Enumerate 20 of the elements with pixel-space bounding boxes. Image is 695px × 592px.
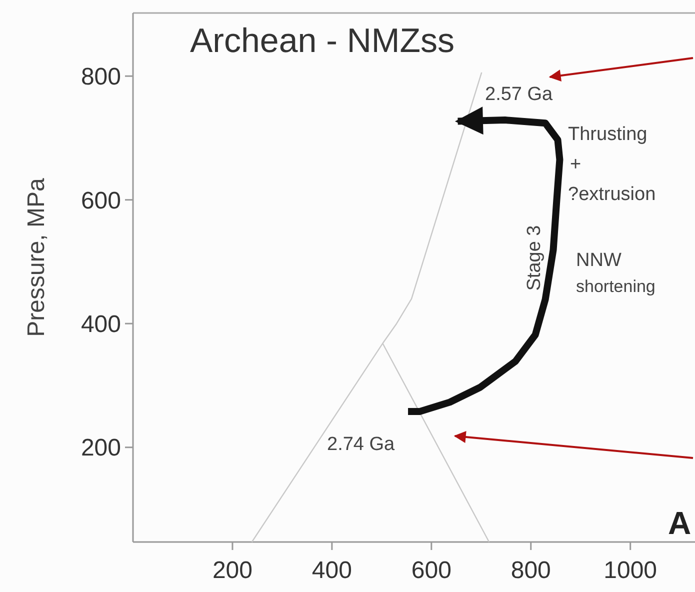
annotation: Stage 3	[524, 225, 545, 291]
chart-title: Archean - NMZss	[190, 22, 454, 60]
y-axis-title: Pressure, MPa	[23, 177, 50, 337]
x-tick-label: 200	[212, 557, 252, 584]
annotation: Thrusting	[568, 124, 648, 145]
y-tick-label: 400	[80, 310, 121, 338]
annotation: 2.57 Ga	[485, 84, 554, 105]
y-tick-label: 600	[80, 187, 121, 214]
annotation: ?extrusion	[568, 184, 656, 205]
annotation: +	[570, 154, 582, 175]
annotation: 2.74 Ga	[327, 434, 396, 455]
y-tick-label: 200	[80, 434, 121, 462]
annotation: A	[668, 505, 692, 541]
annotation: shortening	[576, 277, 656, 296]
y-tick-label: 800	[80, 64, 121, 91]
annotation: NNW	[576, 250, 622, 271]
x-tick-label: 800	[510, 557, 551, 584]
x-tick-label: 1000	[604, 557, 658, 584]
x-tick-label: 400	[312, 557, 352, 584]
x-tick-label: 600	[411, 557, 452, 584]
